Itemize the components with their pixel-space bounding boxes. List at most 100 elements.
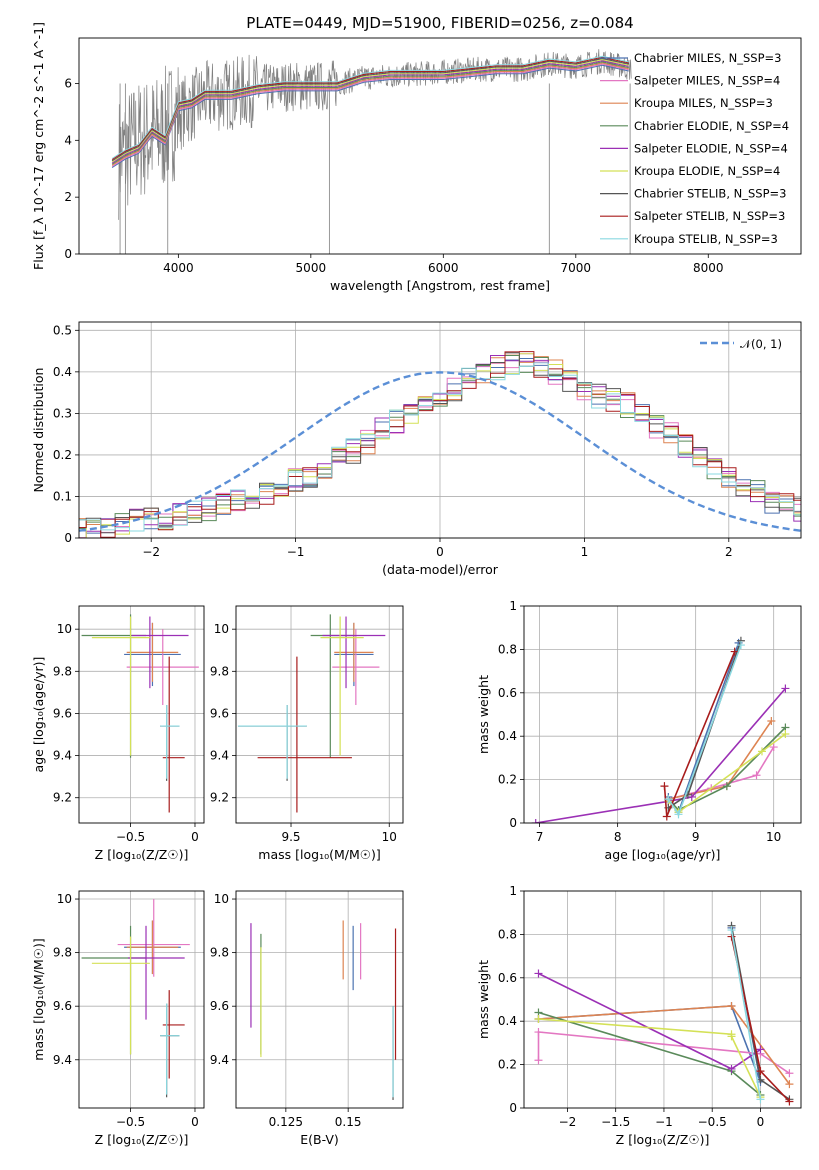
- mass-weight-marker: [534, 969, 543, 978]
- age-mass-ytick-label: 9.4: [210, 749, 229, 763]
- mw-age-ytick-label: 1: [509, 599, 517, 613]
- mw-z-xtick-label: −2: [559, 1115, 577, 1129]
- age-z-xtick-label: 0: [191, 830, 199, 844]
- spectrum-xtick-label: 7000: [561, 261, 592, 275]
- residuals-ytick-label: 0.2: [53, 448, 72, 462]
- mass-weight-marker: [736, 641, 745, 650]
- spectrum-model-line: [111, 59, 629, 163]
- legend-entry: Salpeter MILES, N_SSP=4: [634, 74, 780, 88]
- mw-z-xtick-label: 0: [757, 1115, 765, 1129]
- mass-z-ytick-label: 9.6: [53, 999, 72, 1013]
- mw-age-xtick-label: 9: [692, 830, 700, 844]
- residuals-xtick-label: 0: [436, 545, 444, 559]
- residuals-xtick-label: 2: [725, 545, 733, 559]
- mass-weight-marker: [662, 812, 671, 821]
- axes-frame: [78, 605, 205, 824]
- mass-weight-marker: [756, 1067, 765, 1076]
- age-z-xlabel: Z [log₁₀(Z/Z☉)]: [95, 847, 189, 862]
- legend-entry: Kroupa STELIB, N_SSP=3: [634, 232, 778, 246]
- mass-weight-marker: [727, 1002, 736, 1011]
- spectrum-xtick-label: 5000: [296, 261, 327, 275]
- figure-title: PLATE=0449, MJD=51900, FIBERID=0256, z=0…: [246, 14, 633, 32]
- mass-ebv-panel: 0.125 0.15 9.4 9.6 9.8 10 E(B-V): [210, 890, 404, 1147]
- age-z-ytick-label: 10: [57, 622, 72, 636]
- residuals-ylabel: Normed distribution: [31, 368, 46, 493]
- residuals-xlabel: (data-model)/error: [382, 562, 499, 577]
- mass-weight-marker: [534, 1028, 543, 1037]
- residuals-plot-area: [79, 351, 801, 538]
- residuals-ytick-label: 0.5: [53, 323, 72, 337]
- histogram-series: [79, 351, 801, 538]
- mw-z-ytick-label: 0.2: [498, 1058, 517, 1072]
- mass-weight-marker: [756, 1045, 765, 1054]
- mass-weight-marker: [785, 1069, 794, 1078]
- mw-z-panel: −2 −1.5 −1 −0.5 0 0 0.2 0.4 0.6 0.8 1 Z [log₁₀(Z/Z☉…: [476, 884, 802, 1147]
- axes-frame: [78, 890, 205, 1109]
- mw-age-ytick-label: 0: [509, 816, 517, 830]
- mass-z-ytick-label: 10: [57, 892, 72, 906]
- mw-age-xlabel: age [log₁₀(age/yr)]: [605, 847, 721, 862]
- mass-weight-marker: [757, 747, 766, 756]
- spectrum-plot-area: [111, 49, 632, 254]
- mw-z-xtick-label: −1.5: [601, 1115, 630, 1129]
- spectrum-model-line: [111, 64, 629, 169]
- mw-age-ytick-label: 0.6: [498, 686, 517, 700]
- spectrum-ytick-label: 2: [64, 190, 72, 204]
- mass-weight-marker: [752, 771, 761, 780]
- mw-age-ylabel: mass weight: [476, 675, 491, 754]
- legend-entry: Chabrier MILES, N_SSP=3: [634, 51, 781, 65]
- spectrum-xtick-label: 6000: [428, 261, 459, 275]
- mw-age-plot-area: [531, 636, 790, 823]
- histogram-series: [79, 353, 801, 538]
- age-z-ylabel: age [log₁₀(age/yr)]: [31, 657, 46, 773]
- age-z-ytick-label: 9.6: [53, 706, 72, 720]
- spectrum-model-line: [111, 63, 629, 167]
- spectrum-ytick-label: 6: [64, 76, 72, 90]
- mass-z-ytick-label: 9.8: [53, 946, 72, 960]
- residuals-xtick-label: −2: [142, 545, 160, 559]
- mw-age-ytick-label: 0.4: [498, 729, 517, 743]
- spectrum-model-line: [111, 57, 629, 162]
- axes-frame: [235, 890, 404, 1109]
- mass-z-panel: −0.5 0 9.4 9.6 9.8 10 Z [log₁₀(Z/Z☉)] mass [log…: [31, 890, 205, 1147]
- age-z-ytick-label: 9.2: [53, 791, 72, 805]
- residuals-ytick-label: 0.1: [53, 489, 72, 503]
- spectrum-ylabel: Flux [f_λ 10^-17 erg cm^-2 s^-1 A^-1]: [31, 22, 46, 270]
- age-mass-ytick-label: 9.2: [210, 791, 229, 805]
- mass-weight-marker: [756, 1095, 765, 1104]
- spectrum-xlabel: wavelength [Angstrom, rest frame]: [330, 278, 550, 293]
- spectrum-model-line: [111, 61, 629, 165]
- mw-z-xtick-label: −0.5: [698, 1115, 727, 1129]
- age-mass-ytick-label: 9.8: [210, 664, 229, 678]
- age-mass-xtick-label: 10: [382, 830, 397, 844]
- mass-weight-marker: [727, 1032, 736, 1041]
- mass-weight-marker: [674, 810, 683, 819]
- spectrum-panel: 4000 5000 6000 7000 8000 0 2 4 6 wavelength [Angs…: [31, 22, 802, 293]
- mass-z-plot-area: [81, 899, 190, 1098]
- legend-entry: Salpeter STELIB, N_SSP=3: [634, 209, 785, 223]
- legend-entry: Kroupa MILES, N_SSP=3: [634, 96, 773, 110]
- mass-ebv-ytick-label: 10: [214, 892, 229, 906]
- legend-entry: Kroupa ELODIE, N_SSP=4: [634, 164, 780, 178]
- mass-z-xtick-label: −0.5: [116, 1115, 145, 1129]
- mw-z-xtick-label: −1: [655, 1115, 673, 1129]
- residuals-xtick-label: 1: [581, 545, 589, 559]
- mass-ebv-xlabel: E(B-V): [300, 1132, 339, 1147]
- age-mass-plot-area: [237, 614, 386, 813]
- spectrum-model-line: [111, 60, 629, 164]
- mw-z-ytick-label: 0.6: [498, 971, 517, 985]
- mw-z-plot-area: [534, 921, 794, 1106]
- mass-ebv-ytick-label: 9.4: [210, 1053, 229, 1067]
- mw-age-xtick-label: 7: [536, 830, 544, 844]
- mw-z-ytick-label: 0.4: [498, 1014, 517, 1028]
- spectrum-xtick-label: 4000: [163, 261, 194, 275]
- residuals-ytick-label: 0.4: [53, 365, 72, 379]
- mass-z-ylabel: mass [log₁₀(M/M☉)]: [31, 938, 46, 1060]
- histogram-series: [79, 355, 801, 538]
- mass-weight-marker: [722, 782, 731, 791]
- age-mass-xtick-label: 9.5: [281, 830, 300, 844]
- mw-age-ytick-label: 0.2: [498, 773, 517, 787]
- mw-age-panel: 7 8 9 10 0 0.2 0.4 0.6 0.8 1 age [log₁₀(age/yr)] ma…: [476, 599, 802, 862]
- mw-z-ytick-label: 1: [509, 884, 517, 898]
